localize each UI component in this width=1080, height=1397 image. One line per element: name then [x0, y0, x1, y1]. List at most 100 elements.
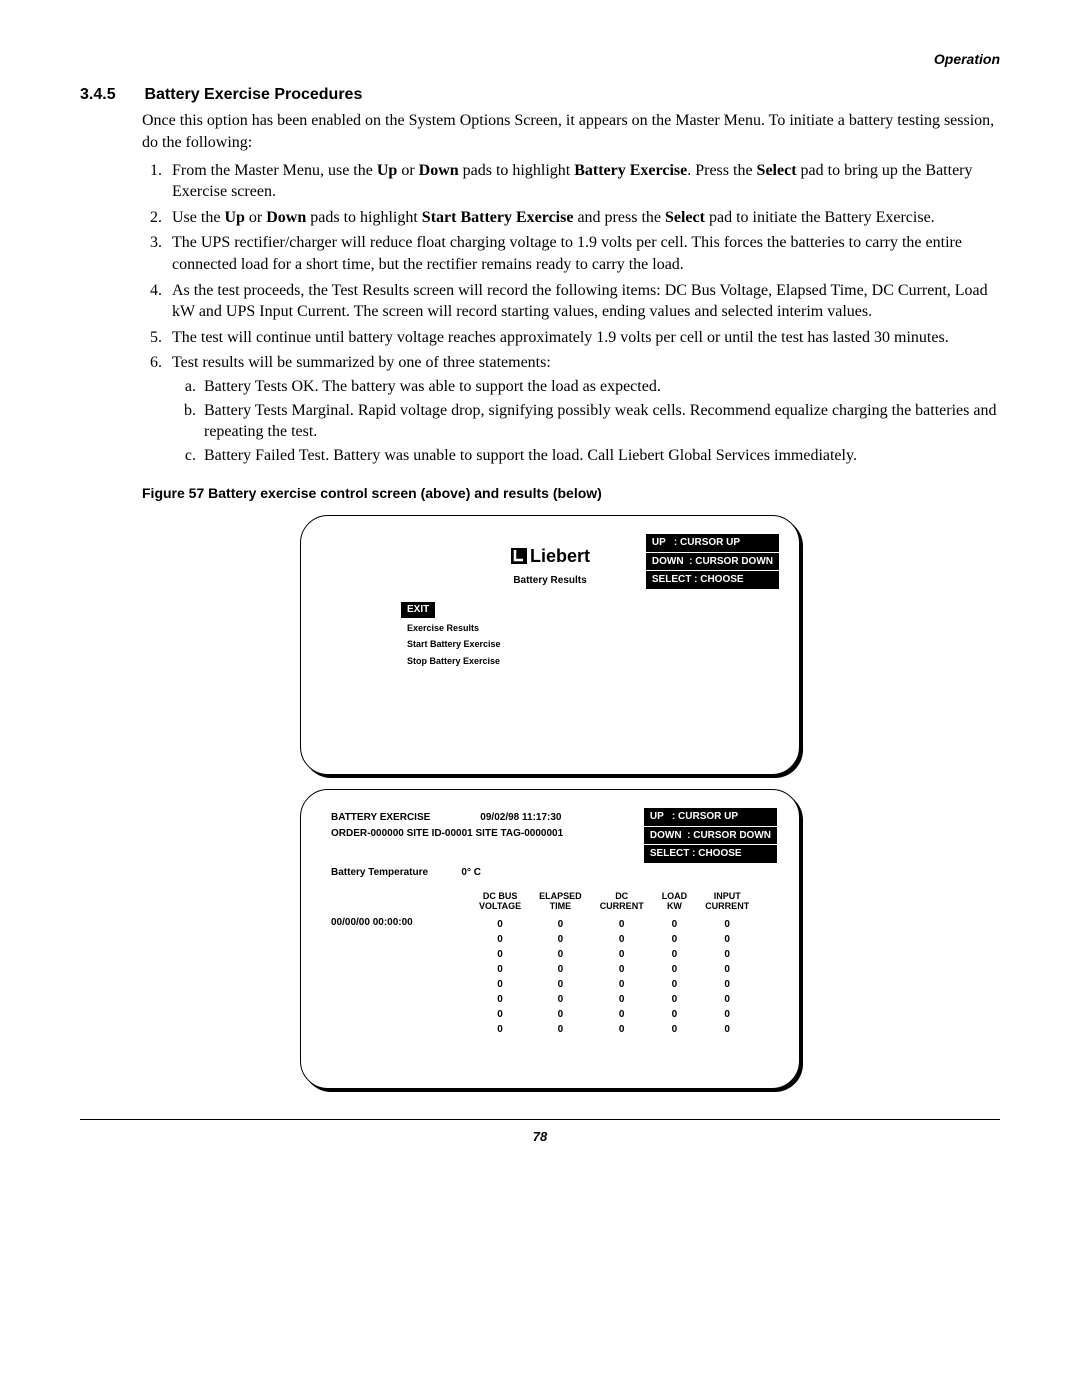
table-row: 00000 — [471, 963, 757, 976]
footer-rule — [80, 1119, 1000, 1120]
legend-down: DOWN : CURSOR DOWN — [644, 827, 777, 845]
table-cell: 0 — [531, 978, 590, 991]
table-cell: 0 — [592, 1023, 652, 1036]
table-row: 00000 — [471, 1023, 757, 1036]
table-cell: 0 — [697, 963, 757, 976]
table-cell: 0 — [531, 933, 590, 946]
table-cell: 0 — [592, 948, 652, 961]
section-heading: 3.4.5 Battery Exercise Procedures — [80, 84, 1000, 106]
sub-step: Battery Failed Test. Battery was unable … — [200, 445, 1000, 467]
timestamp: 00/00/00 00:00:00 — [331, 916, 413, 930]
table-cell: 0 — [471, 1008, 529, 1021]
legend-box: UP : CURSOR UP DOWN : CURSOR DOWN SELECT… — [644, 808, 777, 864]
results-header: BATTERY EXERCISE 09/02/98 11:17:30 ORDER… — [331, 810, 563, 842]
legend-up: UP : CURSOR UP — [646, 534, 779, 552]
table-cell: 0 — [531, 963, 590, 976]
results-ids: ORDER-000000 SITE ID-00001 SITE TAG-0000… — [331, 828, 563, 839]
liebert-icon — [510, 547, 528, 565]
col-dccurrent: DCCURRENT — [592, 892, 652, 916]
battery-temp: Battery Temperature 0° C — [331, 866, 481, 880]
table-row: 00000 — [471, 948, 757, 961]
results-datetime: 09/02/98 11:17:30 — [480, 812, 561, 823]
sub-step: Battery Tests Marginal. Rapid voltage dr… — [200, 400, 1000, 443]
table-cell: 0 — [471, 918, 529, 931]
table-cell: 0 — [654, 918, 696, 931]
table-cell: 0 — [471, 993, 529, 1006]
table-row: 00000 — [471, 978, 757, 991]
legend-up: UP : CURSOR UP — [644, 808, 777, 826]
table-cell: 0 — [592, 933, 652, 946]
procedure-step: Test results will be summarized by one o… — [166, 352, 1000, 466]
table-cell: 0 — [471, 948, 529, 961]
page-number: 78 — [80, 1128, 1000, 1146]
table-cell: 0 — [592, 993, 652, 1006]
table-cell: 0 — [654, 963, 696, 976]
table-row: 00000 — [471, 933, 757, 946]
procedure-step: The UPS rectifier/charger will reduce fl… — [166, 232, 1000, 275]
control-screen: UP : CURSOR UP DOWN : CURSOR DOWN SELECT… — [300, 515, 800, 775]
table-cell: 0 — [471, 933, 529, 946]
table-row: 00000 — [471, 1008, 757, 1021]
control-screen-figure: UP : CURSOR UP DOWN : CURSOR DOWN SELECT… — [300, 515, 1000, 775]
temp-value: 0° C — [461, 867, 481, 878]
table-cell: 0 — [697, 948, 757, 961]
table-cell: 0 — [531, 918, 590, 931]
menu-item-results[interactable]: Exercise Results — [407, 620, 501, 636]
step-text: Test results will be summarized by one o… — [172, 354, 551, 371]
table-cell: 0 — [697, 1008, 757, 1021]
table-cell: 0 — [654, 1023, 696, 1036]
page-section-header: Operation — [80, 50, 1000, 69]
table-row: 00000 — [471, 993, 757, 1006]
brand-logo: Liebert — [510, 544, 590, 568]
table-row: 00000 — [471, 918, 757, 931]
legend-box: UP : CURSOR UP DOWN : CURSOR DOWN SELECT… — [646, 534, 779, 590]
procedure-step: Use the Up or Down pads to highlight Sta… — [166, 207, 1000, 229]
menu-item-stop[interactable]: Stop Battery Exercise — [407, 653, 501, 669]
section-number: 3.4.5 — [80, 84, 140, 106]
results-screen: UP : CURSOR UP DOWN : CURSOR DOWN SELECT… — [300, 789, 800, 1089]
table-cell: 0 — [697, 918, 757, 931]
table-cell: 0 — [654, 948, 696, 961]
menu-item-start[interactable]: Start Battery Exercise — [407, 636, 501, 652]
col-dcbus: DC BUSVOLTAGE — [471, 892, 529, 916]
table-cell: 0 — [471, 978, 529, 991]
section-intro: Once this option has been enabled on the… — [142, 110, 1000, 153]
results-title: BATTERY EXERCISE — [331, 812, 430, 823]
results-table: DC BUSVOLTAGE ELAPSEDTIME DCCURRENT LOAD… — [469, 890, 759, 1038]
table-cell: 0 — [471, 963, 529, 976]
col-elapsed: ELAPSEDTIME — [531, 892, 590, 916]
sub-list: Battery Tests OK. The battery was able t… — [172, 376, 1000, 466]
col-input: INPUTCURRENT — [697, 892, 757, 916]
table-cell: 0 — [531, 993, 590, 1006]
legend-down: DOWN : CURSOR DOWN — [646, 553, 779, 571]
results-screen-figure: UP : CURSOR UP DOWN : CURSOR DOWN SELECT… — [300, 789, 1000, 1089]
table-cell: 0 — [592, 1008, 652, 1021]
table-cell: 0 — [471, 1023, 529, 1036]
table-header-row: DC BUSVOLTAGE ELAPSEDTIME DCCURRENT LOAD… — [471, 892, 757, 916]
legend-select: SELECT : CHOOSE — [644, 845, 777, 863]
legend-select: SELECT : CHOOSE — [646, 571, 779, 589]
table-cell: 0 — [654, 1008, 696, 1021]
table-cell: 0 — [654, 978, 696, 991]
menu-group: Exercise Results Start Battery Exercise … — [407, 620, 501, 669]
procedure-step: From the Master Menu, use the Up or Down… — [166, 160, 1000, 203]
table-cell: 0 — [592, 978, 652, 991]
temp-label: Battery Temperature — [331, 867, 428, 878]
exit-button[interactable]: EXIT — [401, 602, 435, 618]
table-cell: 0 — [592, 918, 652, 931]
table-cell: 0 — [697, 993, 757, 1006]
table-cell: 0 — [697, 933, 757, 946]
procedure-list: From the Master Menu, use the Up or Down… — [142, 160, 1000, 467]
table-cell: 0 — [531, 1008, 590, 1021]
table-cell: 0 — [531, 1023, 590, 1036]
screen-title: Battery Results — [513, 574, 586, 588]
procedure-step: As the test proceeds, the Test Results s… — [166, 280, 1000, 323]
table-cell: 0 — [592, 963, 652, 976]
procedure-step: The test will continue until battery vol… — [166, 327, 1000, 349]
col-load: LOADKW — [654, 892, 696, 916]
section-title: Battery Exercise Procedures — [144, 86, 362, 103]
brand-text: Liebert — [530, 546, 590, 566]
figure-caption: Figure 57 Battery exercise control scree… — [142, 484, 1000, 503]
table-cell: 0 — [654, 993, 696, 1006]
table-cell: 0 — [697, 978, 757, 991]
